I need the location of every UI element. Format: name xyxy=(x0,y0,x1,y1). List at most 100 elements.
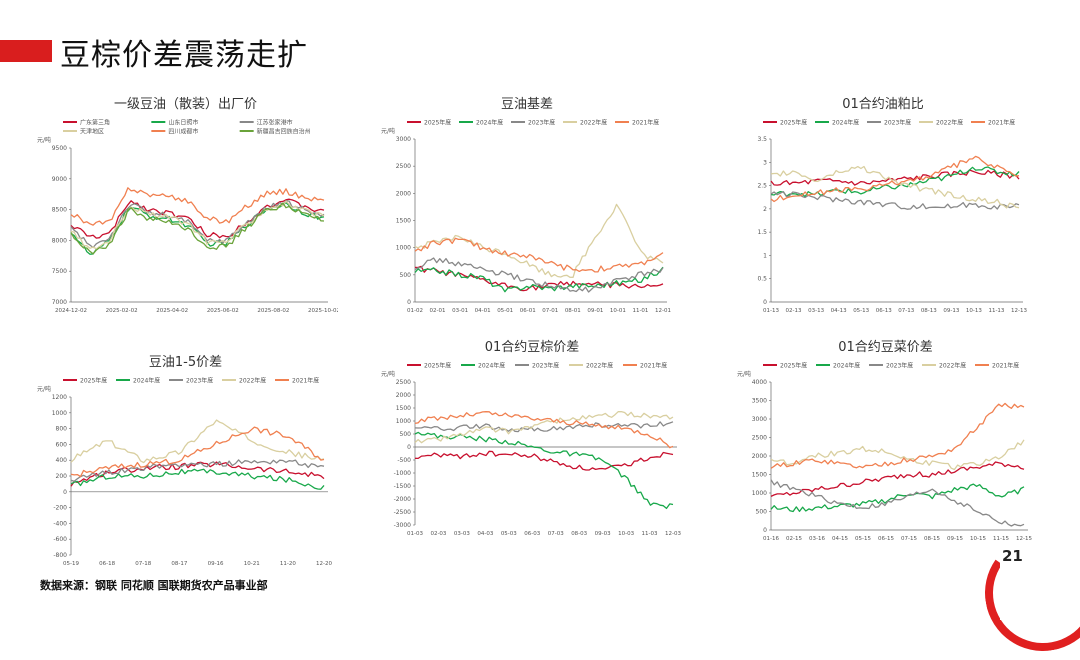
c6-legend-label: 2024年度 xyxy=(833,362,860,370)
c6-xtick: 09-15 xyxy=(947,536,963,542)
c4-ytick: 1200 xyxy=(52,394,67,401)
c3-series-line xyxy=(770,191,1020,210)
c2-ylabel: 元/吨 xyxy=(381,127,395,135)
c1-ytick: 7500 xyxy=(52,268,67,275)
c1-legend-label: 山东日照市 xyxy=(168,119,198,127)
c5-ytick: -1500 xyxy=(394,483,412,490)
chart-panel-c1: 一级豆油（散装）出厂价 广东第三角 山东日照市 江苏张家港市 天津地区 四川成都市 新疆昌吉… xyxy=(33,92,338,322)
corner-mask xyxy=(1000,560,1080,620)
c6-xtick: 12-15 xyxy=(1016,536,1032,542)
c1-legend-label: 新疆昌吉回族自治州 xyxy=(257,128,311,136)
c2-series-line xyxy=(414,203,664,278)
c6-ytick: 1000 xyxy=(752,490,767,497)
c2-xtick: 02-01 xyxy=(430,308,446,314)
c4-ytick: 200 xyxy=(56,473,68,480)
c2-xtick: 01-02 xyxy=(407,308,423,314)
c3-xtick: 11-13 xyxy=(988,308,1004,314)
c1-xtick: 2025-06-02 xyxy=(207,308,239,314)
c2-xtick: 08-01 xyxy=(565,308,581,314)
c5-ytick: 500 xyxy=(400,431,412,438)
chart-panel-c6: 01合约豆菜价差 2025年度 2024年度 2023年度 2022年度 2021年度 元/… xyxy=(733,335,1038,550)
c1-ylabel: 元/吨 xyxy=(37,136,51,144)
c6-xtick: 08-15 xyxy=(924,536,940,542)
c2-ytick: 2000 xyxy=(396,190,411,197)
c4-series-line xyxy=(70,419,325,464)
c1-legend-label: 广东第三角 xyxy=(80,119,110,127)
c6-series-line xyxy=(770,479,1025,527)
c2-xtick: 10-01 xyxy=(610,308,626,314)
c5-ytick: -2000 xyxy=(394,496,412,503)
c6-ytick: 4000 xyxy=(752,379,767,386)
c4-title: 豆油1-5价差 xyxy=(149,355,222,370)
c3-xtick: 04-13 xyxy=(831,308,847,314)
c3-series-line xyxy=(770,155,1020,203)
c2-legend-label: 2025年度 xyxy=(424,119,451,127)
c6-xtick: 06-15 xyxy=(878,536,894,542)
c5-legend-label: 2022年度 xyxy=(586,362,613,370)
c6-legend-label: 2022年度 xyxy=(939,362,966,370)
chart-panel-c4: 豆油1-5价差 2025年度 2024年度 2023年度 2022年度 2021年度 元/吨… xyxy=(33,350,338,575)
c3-xtick: 06-13 xyxy=(876,308,892,314)
c4-ytick: 800 xyxy=(56,426,68,433)
c4-xtick: 12-20 xyxy=(316,561,332,567)
data-source-note: 数据来源：钢联 同花顺 国联期货农产品事业部 xyxy=(40,579,268,592)
chart-c4: 豆油1-5价差 2025年度 2024年度 2023年度 2022年度 2021年度元/吨… xyxy=(37,355,332,567)
c6-ytick: 0 xyxy=(763,527,767,534)
c3-xtick: 09-13 xyxy=(943,308,959,314)
c4-ytick: 600 xyxy=(56,441,68,448)
chart-c6: 01合约豆菜价差 2025年度 2024年度 2023年度 2022年度 2021年度元/… xyxy=(737,340,1032,542)
c4-legend-label: 2022年度 xyxy=(239,377,266,385)
c4-legend-label: 2025年度 xyxy=(80,377,107,385)
c4-ytick: -400 xyxy=(53,520,67,527)
c2-series-line xyxy=(414,257,664,293)
c5-xtick: 10-03 xyxy=(618,531,634,537)
c3-title: 01合约油粕比 xyxy=(842,97,924,112)
c6-ytick: 2500 xyxy=(752,435,767,442)
c6-xtick: 10-15 xyxy=(970,536,986,542)
c5-xtick: 02-03 xyxy=(430,531,446,537)
c5-title: 01合约豆棕价差 xyxy=(485,340,580,355)
c6-series-line xyxy=(770,402,1025,469)
c2-legend-label: 2024年度 xyxy=(476,119,503,127)
c2-ytick: 0 xyxy=(407,299,411,306)
c4-legend-label: 2023年度 xyxy=(186,377,213,385)
c4-ytick: 0 xyxy=(63,489,67,496)
c2-xtick: 04-01 xyxy=(475,308,491,314)
c5-xtick: 11-03 xyxy=(642,531,658,537)
c3-series-line xyxy=(770,166,1020,198)
c1-legend-label: 天津地区 xyxy=(80,128,104,136)
c4-ytick: 400 xyxy=(56,457,68,464)
c5-legend-label: 2025年度 xyxy=(424,362,451,370)
c4-series-line xyxy=(70,459,325,482)
c2-ytick: 2500 xyxy=(396,163,411,170)
c4-xtick: 08-17 xyxy=(171,561,187,567)
chart-panel-c5: 01合约豆棕价差 2025年度 2024年度 2023年度 2022年度 2021年度 元/… xyxy=(377,335,687,545)
c5-xtick: 03-03 xyxy=(454,531,470,537)
c1-xtick: 2025-10-02 xyxy=(308,308,338,314)
c5-series-line xyxy=(414,411,674,449)
c4-legend-label: 2021年度 xyxy=(292,377,319,385)
c6-xtick: 02-15 xyxy=(786,536,802,542)
c4-xtick: 07-18 xyxy=(135,561,151,567)
c1-title: 一级豆油（散装）出厂价 xyxy=(114,97,257,112)
c3-xtick: 08-13 xyxy=(921,308,937,314)
c2-title: 豆油基差 xyxy=(501,97,553,112)
c2-xtick: 09-01 xyxy=(587,308,603,314)
c6-ytick: 1500 xyxy=(752,472,767,479)
c5-xtick: 01-03 xyxy=(407,531,423,537)
c2-legend-label: 2021年度 xyxy=(632,119,659,127)
c4-ylabel: 元/吨 xyxy=(37,385,51,393)
c6-xtick: 04-15 xyxy=(832,536,848,542)
c3-xtick: 10-13 xyxy=(966,308,982,314)
c2-xtick: 11-01 xyxy=(632,308,648,314)
c2-series-line xyxy=(414,266,664,293)
c6-series-line xyxy=(770,461,1025,497)
c2-xtick: 03-01 xyxy=(452,308,468,314)
c5-legend-label: 2023年度 xyxy=(532,362,559,370)
c5-xtick: 06-03 xyxy=(524,531,540,537)
c5-series-line xyxy=(414,421,674,433)
c3-ytick: 1 xyxy=(763,252,767,259)
c3-xtick: 12-13 xyxy=(1011,308,1027,314)
c5-xtick: 08-03 xyxy=(571,531,587,537)
